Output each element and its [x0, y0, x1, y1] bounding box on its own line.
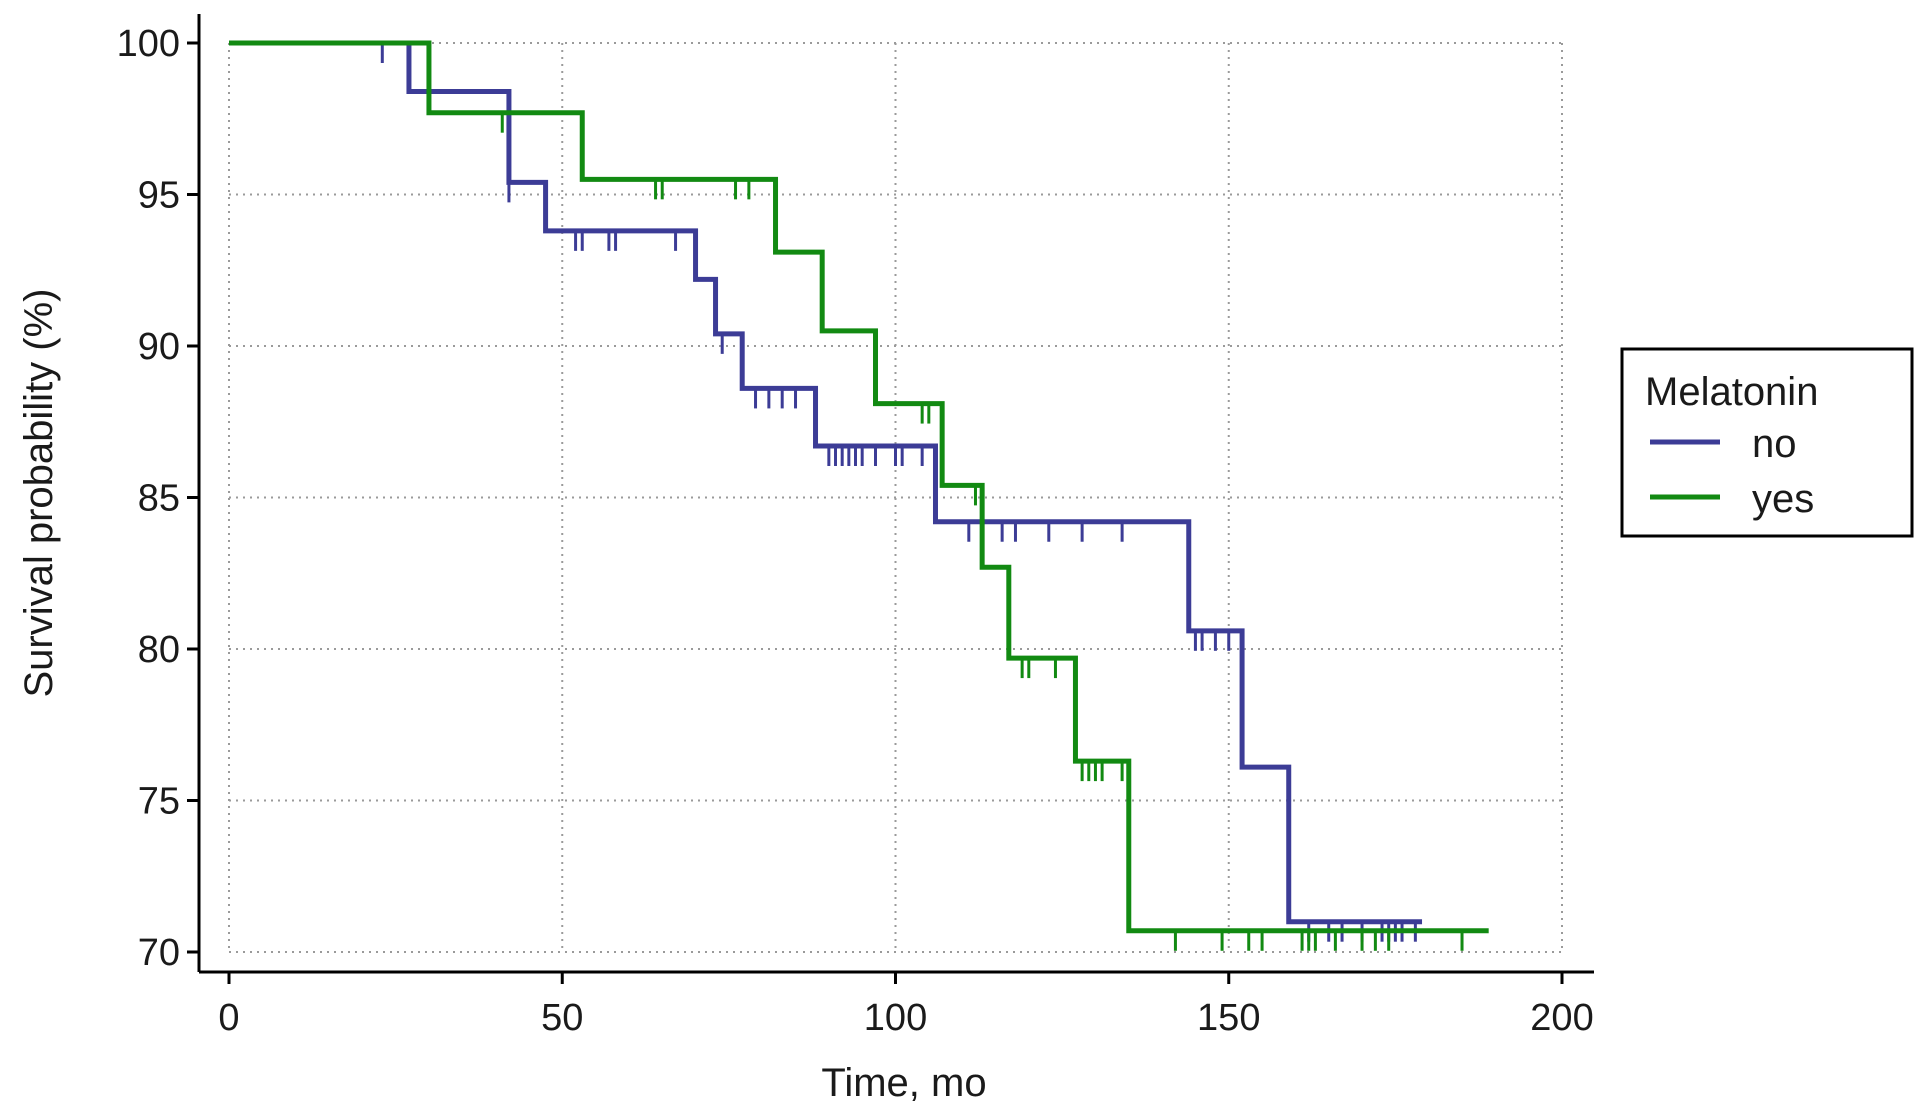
- x-tick-label: 150: [1197, 997, 1260, 1039]
- series-layer: [229, 40, 1489, 951]
- tick-labels: 0 50 100 150 200 70 75 80 85 90 95 100: [117, 23, 1594, 1039]
- y-tick-label: 80: [138, 629, 180, 671]
- x-axis-label: Time, mo: [821, 1061, 986, 1105]
- x-tick-label: 50: [541, 997, 583, 1039]
- y-tick-label: 90: [138, 326, 180, 368]
- y-tick-label: 75: [138, 781, 180, 823]
- legend-title: Melatonin: [1645, 370, 1818, 414]
- x-tick-label: 100: [864, 997, 927, 1039]
- x-tick-label: 0: [218, 997, 239, 1039]
- y-tick-label: 70: [138, 932, 180, 974]
- series-line-yes: [229, 40, 1489, 934]
- legend-label-yes: yes: [1752, 477, 1814, 521]
- grid: [228, 42, 1563, 953]
- y-tick-label: 95: [138, 175, 180, 217]
- legend-label-no: no: [1752, 422, 1797, 466]
- axes: [187, 14, 1594, 984]
- y-tick-label: 85: [138, 478, 180, 520]
- y-tick-label: 100: [117, 23, 180, 65]
- series-line-no: [229, 40, 1423, 925]
- x-tick-label: 200: [1530, 997, 1593, 1039]
- legend: Melatonin no yes: [1620, 347, 1914, 538]
- y-axis-label: Survival probability (%): [17, 288, 61, 697]
